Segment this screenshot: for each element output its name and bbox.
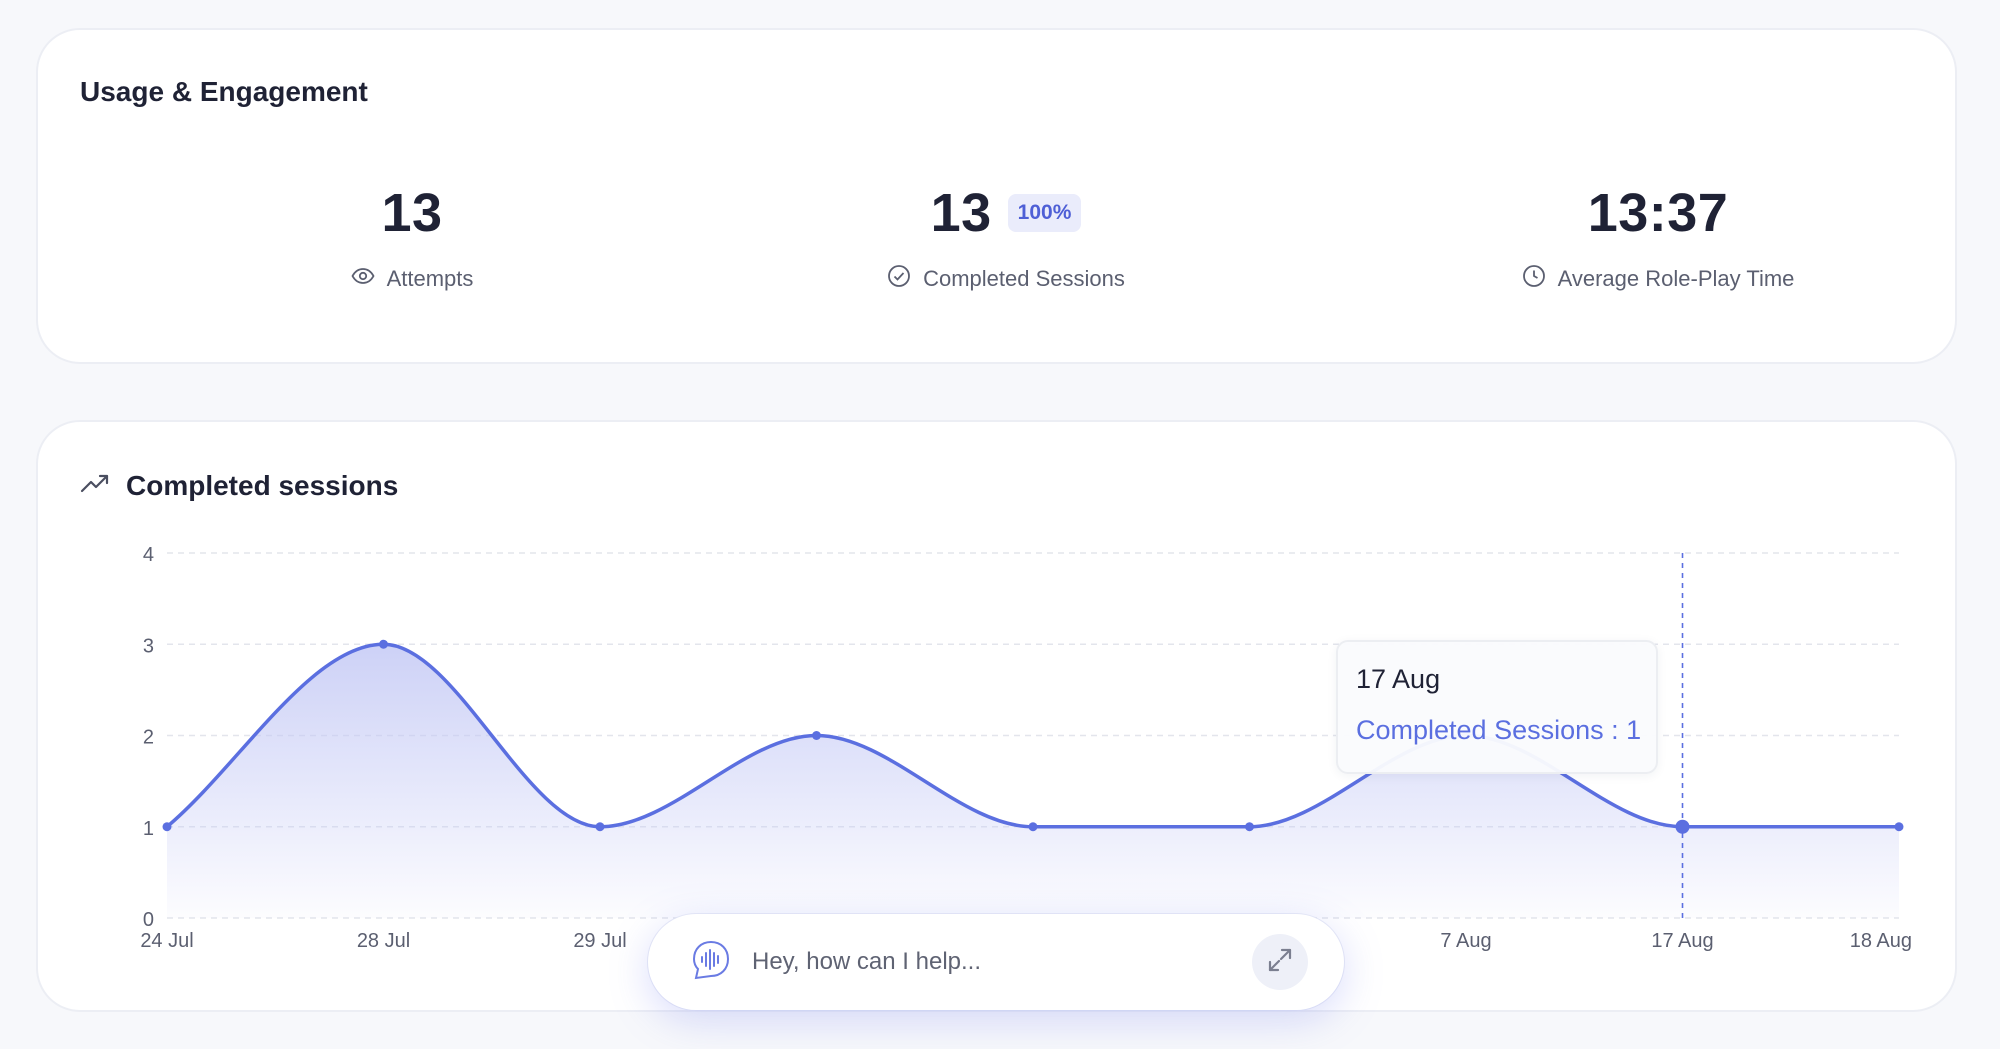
average-time-label: Average Role-Play Time [1557, 266, 1795, 291]
usage-title: Usage & Engagement [80, 76, 368, 107]
y-axis: 0 1 2 3 4 [143, 544, 154, 931]
check-circle-icon [887, 264, 911, 294]
data-point[interactable] [1245, 822, 1254, 832]
assistant-input[interactable] [752, 948, 1252, 976]
clock-icon [1522, 264, 1546, 294]
y-tick-label: 1 [143, 818, 154, 840]
x-tick-label: 29 Jul [573, 930, 626, 952]
stat-completed-sessions: 13 100% Completed Sessions [746, 180, 1266, 294]
completed-sessions-card: Completed sessions 0 1 2 3 4 24 Jul 28 Jul 29 … [36, 420, 1957, 1012]
y-tick-label: 2 [143, 727, 154, 749]
data-point[interactable] [1894, 822, 1904, 832]
x-tick-label: 17 Aug [1651, 930, 1713, 952]
completion-rate-badge: 100% [1007, 194, 1082, 232]
data-point[interactable] [812, 731, 821, 740]
chart-line [165, 642, 1899, 829]
expand-button[interactable] [1252, 934, 1308, 990]
x-tick-label: 18 Aug [1850, 930, 1912, 952]
sessions-header: Completed sessions [80, 470, 398, 502]
data-point[interactable] [379, 639, 388, 649]
completed-sessions-value: 13 [930, 183, 992, 243]
stat-attempts: 13 Attempts [152, 180, 672, 294]
chart-tooltip: 17 Aug Completed Sessions : 1 [1336, 640, 1658, 774]
data-point[interactable] [595, 822, 605, 832]
x-tick-label: 7 Aug [1440, 930, 1491, 952]
assistant-bar[interactable] [648, 914, 1344, 1010]
attempts-label: Attempts [386, 266, 474, 291]
x-tick-label: 28 Jul [357, 930, 410, 952]
data-point[interactable] [162, 822, 172, 832]
attempts-value: 13 [381, 183, 443, 243]
stat-average-time: 13:37 Average Role-Play Time [1398, 180, 1918, 294]
y-tick-label: 3 [143, 635, 154, 657]
data-point[interactable] [1028, 822, 1038, 832]
average-time-value: 13:37 [1587, 183, 1729, 243]
y-tick-label: 0 [143, 909, 154, 931]
tooltip-date: 17 Aug [1356, 664, 1441, 694]
y-tick-label: 4 [143, 544, 154, 566]
eye-icon [351, 264, 375, 294]
trending-up-icon [80, 473, 110, 500]
chart-area [167, 644, 1899, 918]
completed-sessions-label: Completed Sessions [923, 266, 1125, 291]
usage-engagement-card: Usage & Engagement 13 Attempts 13 100% [36, 28, 1957, 364]
tooltip-value: Completed Sessions : 1 [1356, 715, 1642, 745]
sessions-title: Completed sessions [126, 470, 399, 501]
voice-assistant-icon[interactable] [690, 939, 732, 986]
x-tick-label: 24 Jul [140, 930, 193, 952]
expand-icon [1266, 946, 1294, 979]
active-data-point[interactable] [1675, 819, 1690, 834]
